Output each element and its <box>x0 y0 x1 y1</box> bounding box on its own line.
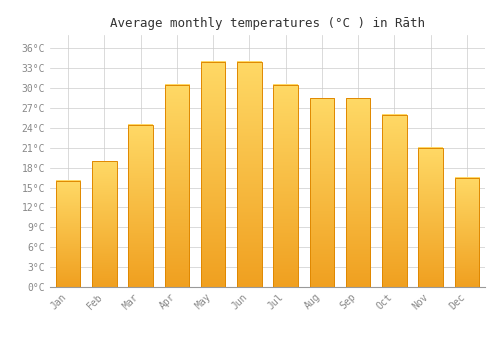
Bar <box>164 85 189 287</box>
Bar <box>382 114 406 287</box>
Bar <box>274 85 298 287</box>
Bar <box>128 125 153 287</box>
Bar <box>418 148 443 287</box>
Bar <box>310 98 334 287</box>
Bar <box>92 161 116 287</box>
Bar <box>346 98 370 287</box>
Bar <box>56 181 80 287</box>
Bar <box>201 62 226 287</box>
Title: Average monthly temperatures (°C ) in Rāth: Average monthly temperatures (°C ) in Rā… <box>110 17 425 30</box>
Bar <box>237 62 262 287</box>
Bar <box>454 177 479 287</box>
